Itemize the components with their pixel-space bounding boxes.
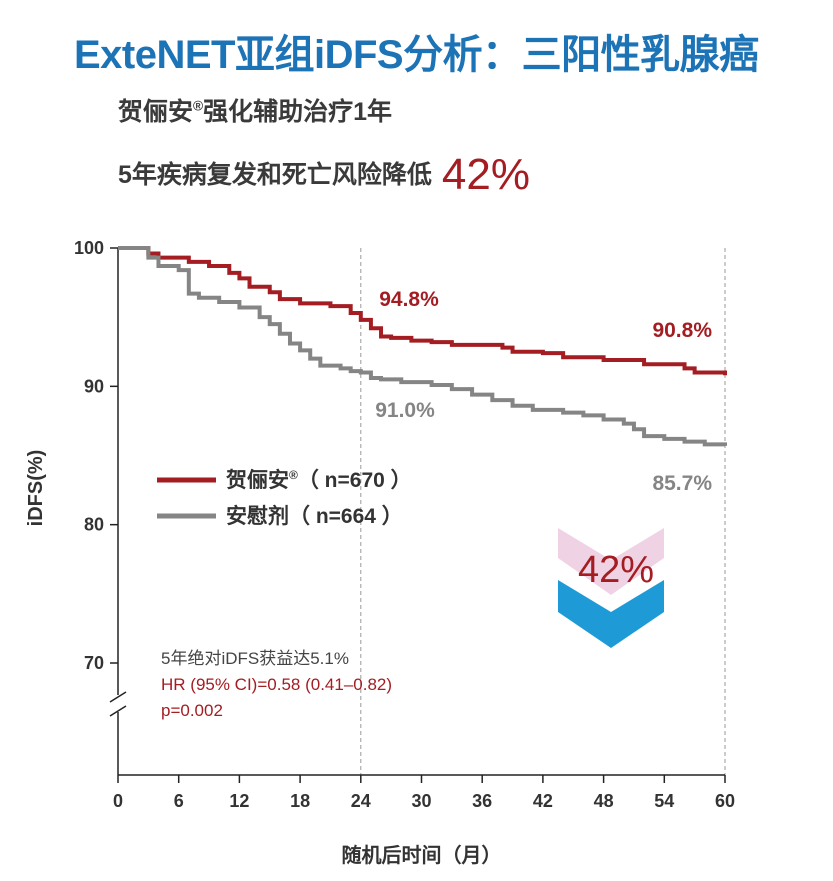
data-label-85.7%: 85.7% — [652, 472, 712, 495]
axis-break-mark-2 — [109, 705, 127, 717]
y-tick-label-80: 80 — [84, 515, 104, 535]
legend-name-0: 贺俪安 — [226, 468, 289, 492]
drug-name: 贺俪安 — [118, 98, 194, 126]
legend-label-1: 安慰剂（ n=664 ） — [226, 504, 403, 528]
x-tick-label-18: 18 — [290, 791, 310, 811]
series-line-placebo — [118, 246, 727, 447]
legend-name-1: 安慰剂 — [226, 504, 289, 528]
x-tick-label-60: 60 — [715, 791, 735, 811]
x-tick-label-0: 0 — [113, 791, 123, 811]
legend-label-0: 贺俪安®（ n=670 ） — [226, 468, 412, 492]
y-tick-label-90: 90 — [84, 376, 104, 396]
data-label-91.0%: 91.0% — [375, 399, 435, 422]
headline: ExteNET亚组iDFS分析：三阳性乳腺癌 — [74, 33, 759, 77]
registered-mark: ® — [193, 98, 204, 114]
x-tick-label-12: 12 — [229, 791, 249, 811]
x-tick-label-54: 54 — [654, 791, 674, 811]
legend-n-0: （ n=670 ） — [298, 468, 412, 492]
x-tick-label-24: 24 — [351, 791, 371, 811]
data-label-90.8%: 90.8% — [652, 319, 712, 342]
x-tick-label-30: 30 — [411, 791, 431, 811]
x-tick-label-48: 48 — [594, 791, 614, 811]
blue-chevron — [558, 580, 664, 648]
risk-reduction-badge: 42% — [558, 528, 664, 648]
x-tick-label-6: 6 — [174, 791, 184, 811]
badge-value: 42% — [578, 549, 654, 591]
y-tick-label-100: 100 — [74, 238, 104, 258]
risk-reduction-value: 42% — [441, 150, 530, 199]
risk-text: 5年疾病复发和死亡风险降低 — [118, 161, 432, 189]
series-layer — [118, 246, 727, 447]
annotation-0: 5年绝对iDFS获益达5.1% — [161, 649, 349, 668]
subtitle-line-1: 贺俪安®强化辅助治疗1年 — [118, 92, 392, 128]
y-axis-title: iDFS(%) — [25, 450, 47, 527]
stats-annotations: 5年绝对iDFS获益达5.1% HR (95% CI)=0.58 (0.41–0.… — [161, 649, 392, 720]
labels-layer: 94.8% 91.0% 90.8% 85.7% — [375, 288, 712, 495]
x-tick-label-36: 36 — [472, 791, 492, 811]
legend: 贺俪安®（ n=670 ） 安慰剂（ n=664 ） — [157, 468, 412, 528]
annotation-2: p=0.002 — [161, 701, 223, 720]
data-label-94.8%: 94.8% — [379, 288, 439, 311]
annotation-1: HR (95% CI)=0.58 (0.41–0.82) — [161, 675, 392, 694]
axes: 0 6 12 18 24 30 36 42 48 54 60 70 80 90 100 随机后时间（月） iDF… — [25, 238, 735, 867]
subtitle-rest: 强化辅助治疗1年 — [203, 98, 393, 126]
x-axis-title: 随机后时间（月） — [342, 843, 502, 867]
subtitle-line-2: 5年疾病复发和死亡风险降低 42% — [118, 150, 530, 200]
axis-break-mark-1 — [109, 691, 127, 703]
legend-sup-0: ® — [289, 468, 298, 482]
legend-n-1: （ n=664 ） — [289, 504, 403, 528]
series-line-neratinib — [118, 246, 727, 376]
x-tick-label-42: 42 — [533, 791, 553, 811]
pink-chevron — [558, 528, 664, 595]
y-tick-label-70: 70 — [84, 653, 104, 673]
